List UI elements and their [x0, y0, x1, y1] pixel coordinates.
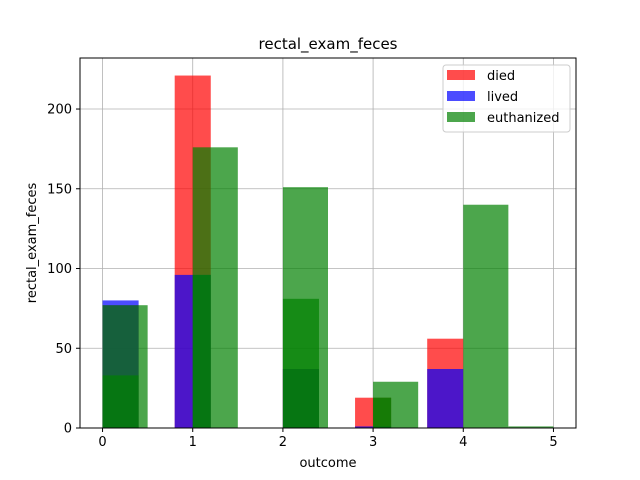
x-axis-label: outcome [299, 456, 356, 471]
x-tick-label: 5 [549, 435, 557, 450]
y-tick-label: 200 [47, 103, 72, 118]
x-tick-label: 2 [279, 435, 287, 450]
plot-area-frame [79, 57, 577, 429]
legend-swatch-lived [447, 91, 475, 101]
y-tick-label: 150 [47, 182, 72, 197]
bars [102, 75, 554, 429]
x-tick-label: 1 [189, 435, 197, 450]
y-tick-label: 100 [47, 262, 72, 277]
bar-lived [427, 368, 464, 428]
y-axis-label: rectal_exam_feces [25, 183, 40, 304]
bar-euthanized [192, 274, 211, 428]
bar-euthanized [373, 397, 392, 428]
legend-swatch-died [447, 70, 475, 80]
legend-label-lived: lived [487, 90, 518, 105]
legend: died lived euthanized [442, 64, 571, 133]
x-tick-label: 4 [459, 435, 467, 450]
bar-lived [355, 426, 392, 428]
legend-label-died: died [487, 69, 515, 84]
bar-euthanized [282, 298, 319, 428]
legend-label-euthanized: euthanized [487, 111, 559, 126]
chart-title: rectal_exam_feces [259, 35, 398, 54]
legend-swatch-euthanized [447, 112, 475, 122]
bar-euthanized [508, 426, 554, 428]
bar-euthanized [463, 204, 509, 428]
x-tick-label: 0 [98, 435, 106, 450]
y-tick-label: 50 [55, 342, 72, 357]
y-tick-label: 0 [64, 422, 72, 437]
bar-euthanized [102, 375, 139, 428]
x-tick-label: 3 [369, 435, 377, 450]
